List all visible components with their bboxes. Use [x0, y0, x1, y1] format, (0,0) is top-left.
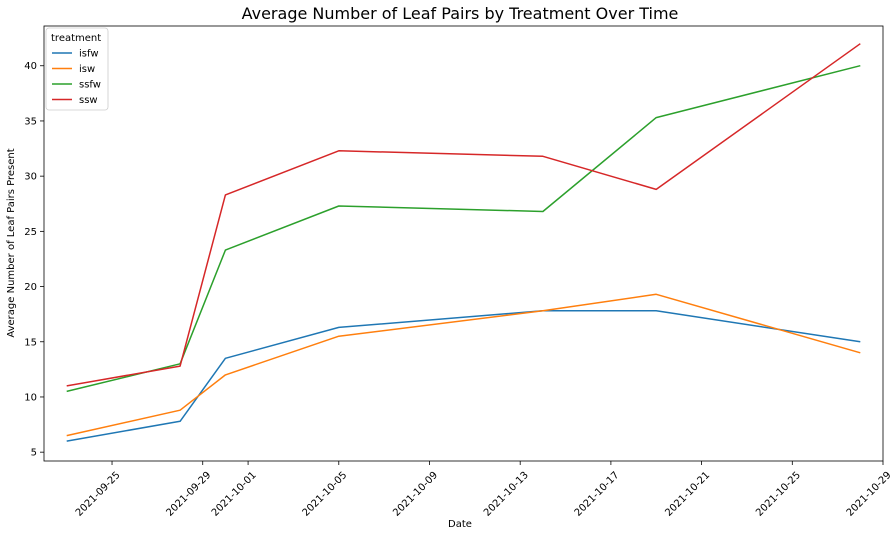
legend-label-ssw: ssw — [79, 95, 98, 106]
x-axis-label: Date — [448, 519, 472, 530]
legend-label-isfw: isfw — [79, 49, 99, 60]
axes-frame — [43, 25, 884, 462]
legend: treatment isfw isw ssfw ssw — [45, 27, 109, 111]
y-tick-label: 30 — [24, 172, 37, 183]
y-tick-label: 10 — [24, 392, 37, 403]
legend-label-ssfw: ssfw — [79, 80, 101, 91]
y-tick-label: 5 — [31, 448, 37, 459]
y-tick-label: 25 — [24, 227, 37, 238]
series-line-isfw — [66, 310, 861, 442]
y-tick-label: 20 — [24, 282, 37, 293]
y-axis-label: Average Number of Leaf Pairs Present — [6, 148, 17, 337]
chart-title: Average Number of Leaf Pairs by Treatmen… — [242, 4, 679, 23]
y-tick-label: 15 — [24, 337, 37, 348]
legend-label-isw: isw — [79, 64, 95, 75]
series-line-isw — [66, 293, 861, 437]
y-tick-label: 35 — [24, 116, 37, 127]
y-tick-label: 40 — [24, 61, 37, 72]
legend-box — [45, 27, 109, 111]
series-line-ssw — [66, 43, 861, 387]
legend-title: treatment — [51, 33, 101, 44]
